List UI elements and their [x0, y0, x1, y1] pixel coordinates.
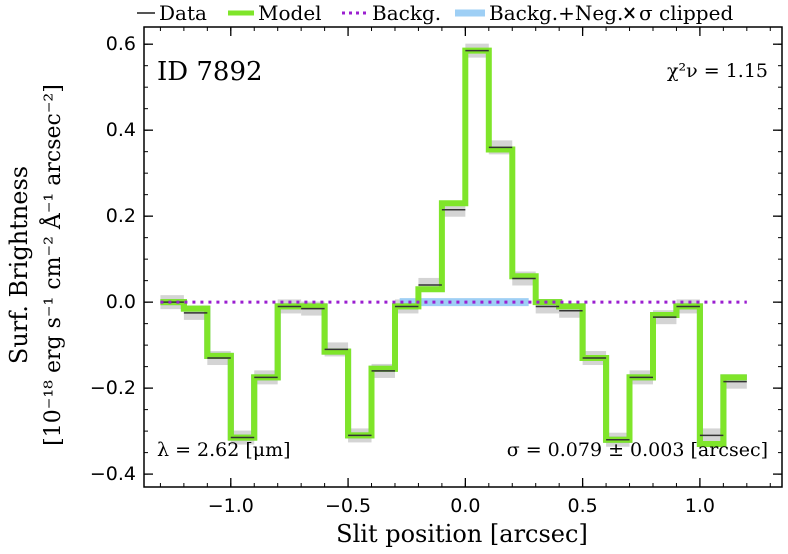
x-tick-label: 1.0 [685, 495, 715, 517]
x-axis-label: Slit position [arcsec] [336, 520, 588, 548]
y-axis-label-line2: [10⁻¹⁸ erg s⁻¹ cm⁻² Å⁻¹ arcsec⁻²] [38, 84, 66, 446]
legend-label: Backg.+Neg. [489, 1, 623, 25]
backg-neg-band [399, 298, 529, 307]
wavelength-label: λ = 2.62 [μm] [157, 439, 291, 461]
legend-swatch-clipped [624, 7, 635, 19]
y-axis-label-line1: Surf. Brightness [5, 166, 33, 364]
legend-label: σ clipped [639, 1, 733, 25]
x-tick-label: 0.0 [450, 495, 480, 517]
legend: Data Model Backg. Backg.+Neg. σ clipped [137, 1, 733, 25]
x-tick-label: −0.5 [325, 495, 371, 517]
sigma-label: σ = 0.079 ± 0.003 [arcsec] [507, 439, 768, 461]
plot-frame [143, 26, 783, 488]
axis-ticks: −1.0 −0.5 0.0 0.5 1.0 −0.4 −0.2 0.0 0.2 0.4 0.6 [90, 27, 782, 517]
y-tick-label: 0.0 [106, 291, 136, 313]
legend-label: Data [159, 1, 207, 25]
y-tick-label: 0.2 [106, 205, 136, 227]
data-series [160, 49, 747, 441]
legend-label: Backg. [372, 1, 441, 25]
legend-label: Model [258, 1, 322, 25]
x-tick-label: −1.0 [208, 495, 254, 517]
x-tick-label: 0.5 [568, 495, 598, 517]
y-tick-label: 0.4 [106, 119, 136, 141]
model-series [160, 47, 747, 447]
chi2-label: χ²ν = 1.15 [667, 60, 768, 82]
y-tick-label: 0.6 [106, 33, 136, 55]
object-id-label: ID 7892 [157, 57, 263, 87]
y-tick-label: −0.2 [90, 377, 136, 399]
y-tick-label: −0.4 [90, 463, 136, 485]
model-line [160, 47, 747, 447]
